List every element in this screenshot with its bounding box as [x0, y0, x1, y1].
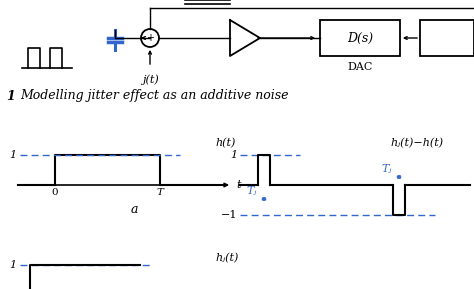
Text: 1: 1 — [6, 90, 15, 103]
Text: 1: 1 — [230, 150, 237, 160]
Text: j(t): j(t) — [142, 74, 158, 85]
Bar — [420, 20, 474, 56]
Text: +: + — [146, 33, 154, 43]
Text: 1: 1 — [9, 260, 16, 270]
Text: 1: 1 — [9, 150, 16, 160]
Text: Modelling jitter effect as an additive noise: Modelling jitter effect as an additive n… — [20, 90, 289, 103]
Text: h(t): h(t) — [215, 138, 236, 148]
Text: t: t — [236, 180, 240, 190]
Text: T: T — [156, 188, 164, 197]
Text: hⱼ(t): hⱼ(t) — [215, 253, 238, 263]
Text: −1: −1 — [220, 210, 237, 220]
Text: Tⱼ: Tⱼ — [246, 186, 256, 196]
Text: a: a — [130, 203, 138, 216]
Text: hⱼ(t)−h(t): hⱼ(t)−h(t) — [390, 138, 443, 148]
Text: D(s): D(s) — [347, 32, 373, 45]
Text: 0: 0 — [52, 188, 58, 197]
Bar — [320, 20, 400, 56]
Text: DAC: DAC — [347, 62, 373, 72]
Text: Tⱼ: Tⱼ — [381, 164, 392, 174]
